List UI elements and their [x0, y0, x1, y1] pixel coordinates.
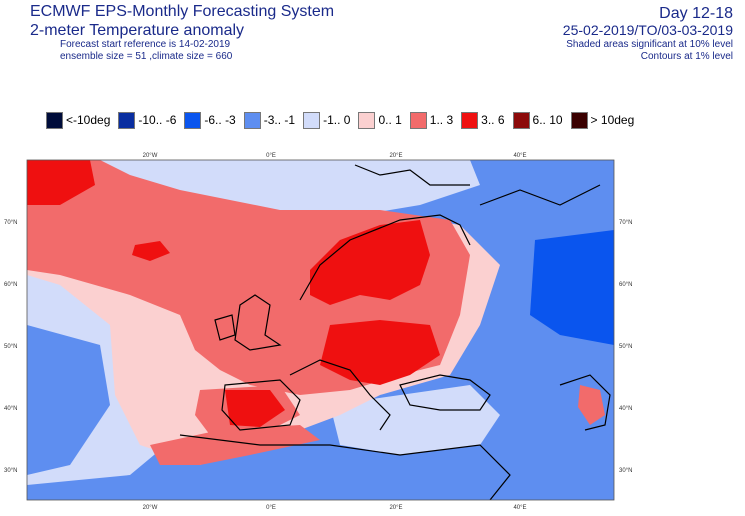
chart-subtitle: 2-meter Temperature anomaly	[30, 22, 245, 39]
lat-label-left: 30°N	[4, 468, 17, 474]
lon-label-bottom: 20°E	[389, 505, 402, 511]
lat-labels-right: 70°N 60°N 50°N 40°N 30°N	[619, 220, 632, 474]
legend-item: -6.. -3	[184, 111, 236, 129]
legend-item: -10.. -6	[118, 111, 177, 129]
color-legend: <-10deg -10.. -6 -6.. -3 -3.. -1 -1.. 0 0.. 1…	[46, 109, 642, 131]
lon-label-top: 40°E	[513, 153, 526, 159]
lon-label-bottom: 40°E	[513, 505, 526, 511]
legend-item: <-10deg	[46, 111, 111, 129]
forecast-start-note: Forecast start reference is 14-02-2019	[60, 39, 231, 50]
lon-labels-bottom: 20°W 0°E 20°E 40°E	[143, 505, 527, 511]
legend-label: 0.. 1	[378, 113, 402, 127]
legend-swatch	[461, 111, 479, 129]
lat-label-right: 40°N	[619, 406, 632, 412]
lon-label-bottom: 20°W	[143, 505, 158, 511]
lon-label-top: 0°E	[266, 153, 276, 159]
legend-item: 6.. 10	[512, 111, 563, 129]
legend-swatch	[184, 111, 202, 129]
legend-swatch	[570, 111, 588, 129]
lat-label-left: 70°N	[4, 220, 17, 226]
lat-label-right: 50°N	[619, 344, 632, 350]
lon-labels-top: 20°W 0°E 20°E 40°E	[143, 153, 527, 159]
ensemble-note: ensemble size = 51 ,climate size = 660	[60, 51, 233, 62]
legend-label: 3.. 6	[481, 113, 505, 127]
coastlines	[179, 164, 611, 500]
legend-item: -1.. 0	[303, 111, 351, 129]
lon-label-top: 20°W	[143, 153, 158, 159]
lon-label-bottom: 0°E	[266, 505, 276, 511]
temperature-anomaly-map: 20°W 0°E 20°E 40°E 20°W 0°E 20°E 40°E 70…	[4, 153, 632, 511]
lat-label-left: 50°N	[4, 344, 17, 350]
contour-note: Contours at 1% level	[640, 51, 733, 62]
legend-swatch	[512, 111, 530, 129]
legend-item: 0.. 1	[358, 111, 402, 129]
legend-swatch	[243, 111, 261, 129]
lat-label-right: 30°N	[619, 468, 632, 474]
lon-label-top: 20°E	[389, 153, 402, 159]
legend-swatch	[409, 111, 427, 129]
legend-label: <-10deg	[66, 113, 111, 127]
legend-swatch	[118, 111, 136, 129]
lat-label-right: 60°N	[619, 282, 632, 288]
legend-swatch	[303, 111, 321, 129]
legend-swatch	[358, 111, 376, 129]
legend-label: 1.. 3	[429, 113, 454, 127]
lat-label-right: 70°N	[619, 220, 632, 226]
legend-item: 3.. 6	[461, 111, 505, 129]
legend-item: 1.. 3	[409, 111, 454, 129]
legend-label: > 10deg	[590, 113, 635, 127]
legend-item: > 10deg	[570, 111, 635, 129]
legend-item: -3.. -1	[243, 111, 296, 129]
chart-title: ECMWF EPS-Monthly Forecasting System	[30, 3, 335, 20]
legend-label: -6.. -3	[204, 113, 236, 127]
legend-label: -1.. 0	[323, 113, 351, 127]
lat-labels-left: 70°N 60°N 50°N 40°N 30°N	[4, 220, 17, 474]
legend-swatch	[46, 111, 63, 129]
lat-label-left: 60°N	[4, 282, 17, 288]
anomaly-shading	[27, 160, 614, 500]
legend-label: 6.. 10	[532, 113, 563, 127]
shading-note: Shaded areas significant at 10% level	[566, 39, 733, 50]
legend-label: -3.. -1	[263, 113, 296, 127]
lat-label-left: 40°N	[4, 406, 17, 412]
map-border	[26, 159, 615, 501]
day-range: Day 12-18	[659, 5, 733, 22]
legend-label: -10.. -6	[138, 113, 177, 127]
date-range: 25-02-2019/TO/03-03-2019	[562, 22, 733, 38]
